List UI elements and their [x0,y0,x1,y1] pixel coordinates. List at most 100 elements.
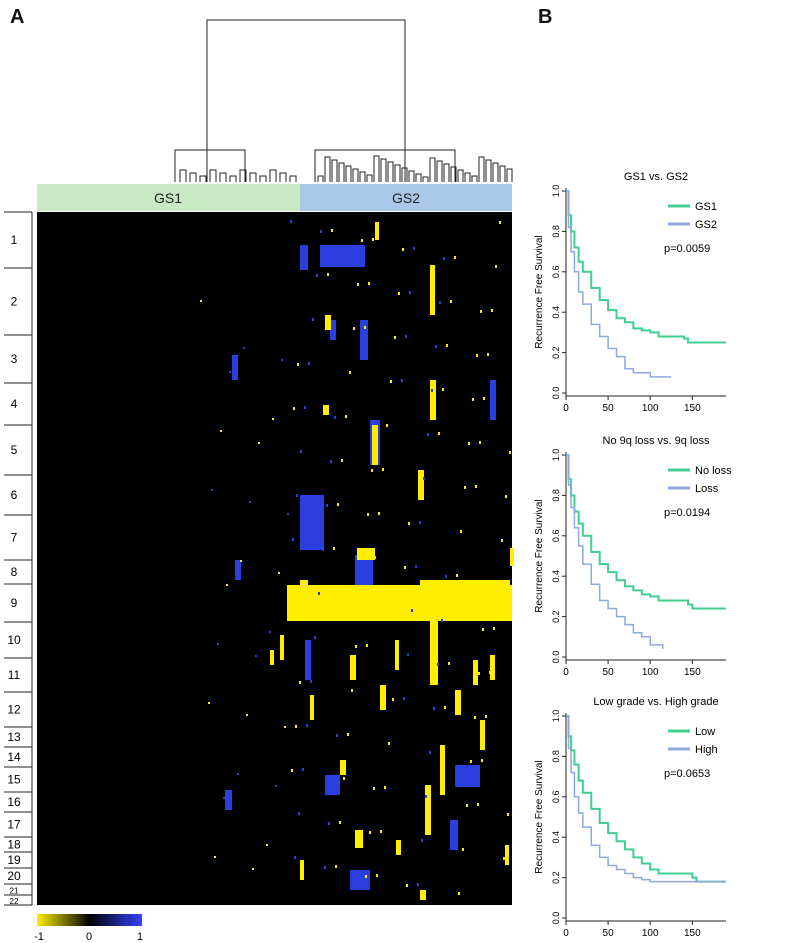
heatmap-cell [235,560,241,580]
heatmap-cell [349,371,351,374]
heatmap-cell [329,591,331,594]
survival-chart-2: No 9q loss vs. 9q loss 0.0 0.2 0.4 0.6 0.8 1.0… [534,435,732,678]
y-tick-label: 0.0 [551,651,561,664]
chart-title: GS1 vs. GS2 [624,171,688,183]
heatmap-cell [306,724,308,727]
y-tick-label: 0.8 [551,225,561,238]
heatmap-cell [478,672,480,675]
heatmap-cell [497,583,499,586]
y-tick-label: 0.6 [551,791,561,804]
heatmap-cell [252,868,254,870]
x-tick-label: 100 [642,667,659,678]
heatmap-cell [398,292,400,295]
heatmap-cell [396,840,401,855]
heatmap-cell [376,874,378,877]
heatmap-cell [292,538,294,541]
legend-label: High [695,744,718,756]
heatmap-cell [340,760,346,775]
x-tick-label: 50 [603,667,615,678]
heatmap-cell [211,489,213,491]
colorbar [37,914,142,926]
heatmap-cell [200,300,202,302]
heatmap-cell [297,363,299,366]
heatmap-cell [474,716,476,719]
heatmap-cell [411,609,413,612]
heatmap-cell [475,485,477,488]
heatmap-cell [429,751,431,754]
heatmap-cell [409,291,411,294]
heatmap-cell [364,326,366,329]
heatmap-cell [351,689,353,692]
heatmap-cell [489,671,491,674]
heatmap-cell [353,327,355,330]
heatmap-cell [240,560,242,562]
heatmap-cell [316,274,318,277]
heatmap-cell [237,773,239,775]
chromosome-label: 20 [7,869,21,883]
panel-b-letter: B [538,6,553,28]
chromosome-label: 4 [11,397,18,411]
survival-curve-2 [566,715,726,883]
y-tick-label: 0.2 [551,610,561,623]
heatmap-cell [396,654,398,657]
x-tick-label: 0 [563,928,569,939]
chromosome-label: 15 [7,773,21,787]
heatmap-cell [332,778,334,781]
heatmap-cell [280,635,284,660]
heatmap-cell [372,425,378,465]
heatmap-cell [480,720,485,750]
heatmap-cell [510,548,514,566]
y-tick-label: 0.2 [551,346,561,359]
heatmap-cell [425,785,431,835]
heatmap-cell [284,726,286,728]
heatmap-cell [270,650,274,665]
survival-chart-3: Low grade vs. High grade 0.0 0.2 0.4 0.6 0.8 1… [534,696,726,939]
heatmap-cell [430,380,436,420]
chromosome-label: 22 [10,897,19,906]
heatmap-cell [339,821,341,824]
heatmap-cell [323,405,329,415]
y-tick-label: 0.4 [551,831,561,844]
chromosome-label: 2 [11,295,18,309]
heatmap-cell [255,655,257,657]
heatmap-cell [444,706,446,709]
heatmap-cell [327,273,329,276]
colorbar-tick-mid: 0 [86,931,92,943]
heatmap-cell [464,486,466,489]
heatmap-cell [314,636,316,639]
y-tick-label: 0.0 [551,912,561,925]
heatmap-cell [350,870,370,890]
chromosome-label: 8 [11,565,18,579]
heatmap-cell [330,320,336,340]
chromosome-label: 11 [8,668,21,682]
survival-curve-1 [566,190,726,344]
heatmap-cell [408,522,410,525]
heatmap-cell [473,660,478,685]
heatmap-cell [450,300,452,303]
y-tick-label: 1.0 [551,710,561,723]
chart-title: No 9q loss vs. 9q loss [603,435,710,447]
heatmap-cell [357,548,375,560]
chromosome-label: 10 [7,633,21,647]
heatmap-cell [430,265,435,315]
heatmap-cell [229,371,231,373]
heatmap-cell [214,856,216,858]
heatmap-cell [334,416,336,419]
heatmap-cell [450,820,458,850]
heatmap-cell [420,580,510,592]
heatmap-cell [305,640,311,680]
heatmap-cell [480,310,482,313]
heatmap-cell [501,539,503,542]
heatmap-cell [423,477,425,480]
y-tick-label: 0.2 [551,871,561,884]
heatmap-cell [491,309,493,312]
y-tick-label: 0.4 [551,570,561,583]
heatmap-cell [318,592,320,595]
chromosome-label: 1 [11,233,18,247]
heatmap-cell [466,804,468,807]
y-tick-label: 1.0 [551,449,561,462]
heatmap-cell [372,238,374,241]
y-tick-label: 0.6 [551,530,561,543]
heatmap-cell [345,415,347,418]
heatmap-cell [406,884,408,887]
